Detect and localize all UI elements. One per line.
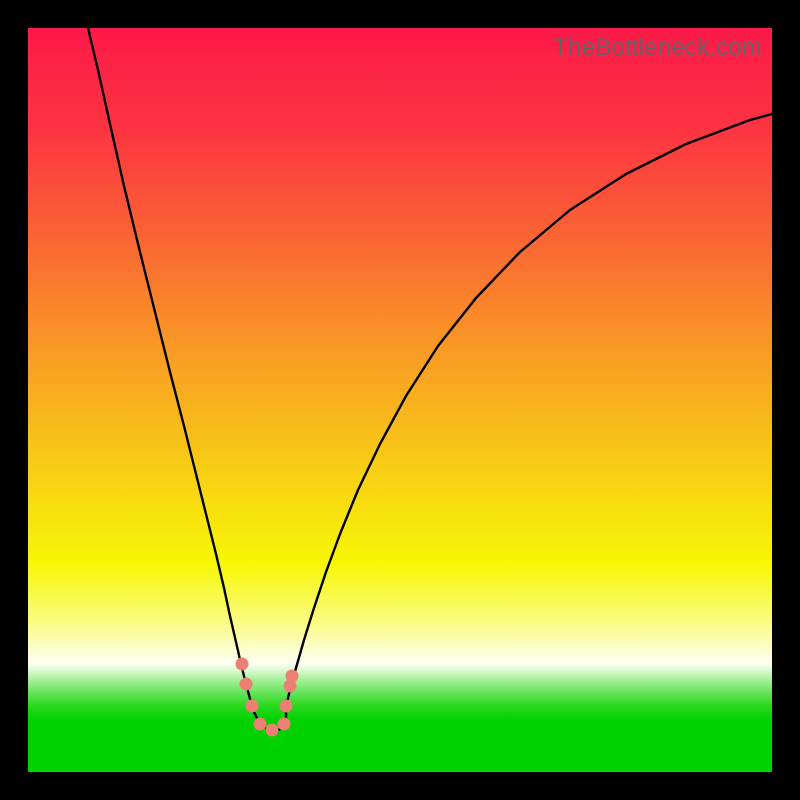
- plot-area: TheBottleneck.com: [28, 28, 772, 772]
- bottleneck-curve: [88, 28, 772, 730]
- marker-dot: [246, 700, 259, 713]
- marker-dot: [286, 670, 299, 683]
- chart-frame: TheBottleneck.com: [0, 0, 800, 800]
- marker-dot: [240, 678, 253, 691]
- marker-dot: [254, 718, 267, 731]
- watermark-text: TheBottleneck.com: [553, 34, 762, 62]
- marker-dot: [280, 700, 293, 713]
- curve-layer: [28, 28, 772, 772]
- marker-dot: [266, 724, 279, 737]
- marker-dot: [278, 718, 291, 731]
- marker-dot: [236, 658, 249, 671]
